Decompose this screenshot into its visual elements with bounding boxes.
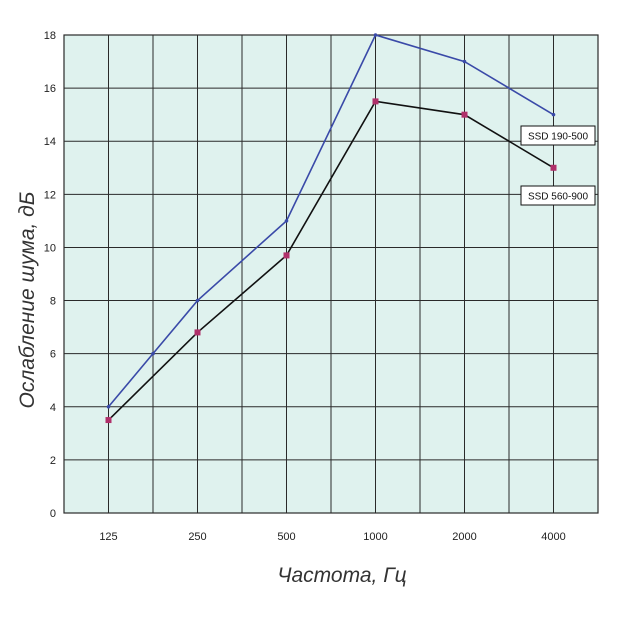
- y-axis-ticks: 0 2 4 6 8 10 12 14 16 18: [44, 30, 56, 520]
- y-tick-label: 2: [50, 455, 56, 467]
- series-lines: [105, 33, 557, 424]
- data-point: [106, 404, 111, 409]
- y-tick-label: 18: [44, 30, 56, 42]
- data-point: [194, 329, 201, 336]
- x-axis-ticks: 125 250 500 1000 2000 4000: [99, 531, 565, 543]
- x-axis-title: Частота, Гц: [277, 564, 406, 587]
- data-point: [105, 417, 112, 424]
- legend: SSD 190-500 SSD 560-900: [520, 125, 596, 206]
- y-tick-label: 4: [50, 402, 56, 414]
- x-tick-label: 250: [188, 531, 206, 543]
- legend-box: [520, 125, 596, 146]
- data-point: [550, 164, 557, 171]
- data-point: [373, 33, 378, 37]
- grid-lines: [63, 34, 599, 514]
- y-tick-label: 10: [44, 242, 56, 254]
- legend-label: SSD 190-500: [528, 132, 588, 143]
- x-tick-label: 1000: [363, 531, 387, 543]
- data-point: [284, 219, 289, 223]
- y-axis-title: Ослабление шума, дБ: [16, 192, 39, 409]
- data-point: [461, 111, 468, 118]
- x-tick-label: 4000: [541, 531, 565, 543]
- legend-label: SSD 560-900: [528, 192, 588, 203]
- x-tick-label: 125: [99, 531, 117, 543]
- data-point: [195, 298, 200, 303]
- y-tick-label: 12: [44, 189, 56, 201]
- y-tick-label: 16: [44, 83, 56, 95]
- x-tick-label: 500: [277, 531, 295, 543]
- data-point: [551, 112, 556, 117]
- y-tick-label: 0: [50, 508, 56, 520]
- series-line-2: [107, 100, 554, 421]
- y-tick-label: 6: [50, 349, 56, 361]
- data-point: [151, 351, 155, 356]
- legend-box: [520, 185, 596, 206]
- x-tick-label: 2000: [452, 531, 476, 543]
- data-point: [283, 252, 290, 259]
- data-point: [462, 59, 467, 64]
- data-point: [372, 98, 379, 105]
- y-tick-label: 8: [50, 296, 56, 308]
- y-tick-label: 14: [44, 136, 56, 148]
